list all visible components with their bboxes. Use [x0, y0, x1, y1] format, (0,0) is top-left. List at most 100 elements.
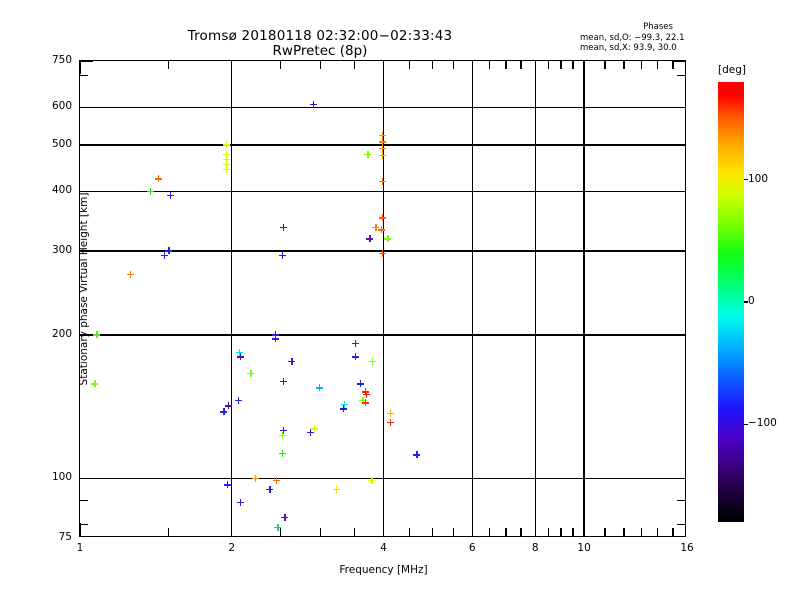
y-axis-tick [80, 499, 88, 501]
data-point [266, 485, 274, 493]
y-tick-label: 500 [51, 137, 72, 150]
y-tick-label: 300 [51, 243, 72, 256]
data-point [278, 251, 286, 259]
data-point [160, 251, 168, 259]
data-point [339, 405, 347, 413]
data-point [271, 335, 279, 343]
data-point [340, 400, 348, 408]
data-point [234, 396, 242, 404]
x-axis-tick [279, 528, 282, 536]
y-axis-label: Stationary phase Virtual Height [km] [78, 192, 90, 386]
x-axis-tick [279, 61, 282, 69]
gridline-vertical [534, 61, 536, 536]
x-axis-tick [623, 528, 625, 536]
y-tick-label: 750 [51, 54, 72, 66]
x-axis-major-tick [80, 523, 81, 536]
x-axis-tick [547, 528, 550, 536]
page-title: Tromsø 20180118 02:32:00−02:33:43 [187, 28, 453, 44]
data-point [368, 357, 376, 365]
data-point [278, 449, 286, 457]
x-axis-tick [168, 61, 170, 69]
x-axis-label: Frequency [MHz] [339, 564, 428, 576]
y-axis-major-tick [672, 190, 685, 192]
x-tick-label: 8 [531, 542, 539, 554]
x-axis-tick [505, 528, 507, 536]
data-point [332, 485, 340, 493]
phase-stats-x-mode: mean, sd,X: 93.9, 30.0 [580, 43, 677, 53]
data-point [356, 380, 364, 388]
x-axis-tick [431, 61, 434, 69]
x-axis-tick [604, 61, 606, 69]
x-axis-tick [489, 61, 491, 69]
colorbar-tick-mark [744, 423, 748, 425]
gridline-horizontal [80, 477, 685, 480]
x-axis-major-tick [471, 61, 473, 74]
data-point [359, 396, 367, 404]
y-axis-major-tick [672, 250, 685, 252]
gridline-vertical [583, 61, 585, 536]
y-axis-major-tick [672, 334, 685, 336]
x-axis-major-tick [231, 61, 233, 74]
x-axis-major-tick [534, 523, 536, 536]
x-axis-tick [623, 61, 625, 69]
y-axis-tick [677, 499, 685, 501]
data-point [222, 161, 230, 169]
gridline-vertical [471, 61, 473, 536]
data-point [362, 390, 370, 398]
x-axis-tick [640, 528, 643, 536]
y-axis-major-tick [672, 106, 685, 108]
x-axis-major-tick [80, 61, 81, 74]
y-axis-tick [677, 74, 685, 76]
x-axis-tick [547, 61, 550, 69]
data-point [223, 481, 231, 489]
x-axis-tick [408, 528, 410, 536]
data-point [222, 166, 230, 174]
x-axis-tick [452, 61, 454, 69]
data-point [315, 384, 323, 392]
x-axis-major-tick [471, 523, 473, 536]
data-point [361, 388, 369, 396]
x-axis-tick [572, 528, 574, 536]
y-axis-major-tick [80, 477, 93, 480]
y-axis-major-tick [80, 106, 93, 108]
colorbar: [deg] 100 0 −100 [718, 64, 777, 522]
x-axis-major-tick [382, 523, 385, 536]
data-point [306, 428, 314, 436]
x-tick-label: 4 [380, 542, 387, 554]
data-point [220, 408, 228, 416]
plot-data-area [80, 61, 685, 536]
phase-stats-o-mode: mean, sd,O: −99.3, 22.1 [580, 32, 685, 43]
data-point [278, 432, 286, 440]
x-axis-tick [640, 61, 643, 69]
data-point [281, 513, 289, 521]
data-point [236, 353, 244, 361]
x-axis-tick [319, 528, 322, 536]
y-tick-label: 400 [51, 184, 72, 197]
x-axis-major-tick [583, 523, 585, 536]
data-point [279, 427, 287, 435]
data-point [364, 150, 372, 158]
page-subtitle: RwPretec (8p) [272, 43, 368, 59]
x-axis-tick [560, 528, 562, 536]
phase-stats-heading: Phases [643, 22, 673, 32]
x-tick-label: 2 [228, 542, 236, 554]
y-axis-major-tick [80, 250, 93, 252]
colorbar-gradient [718, 82, 744, 522]
data-point [352, 353, 359, 361]
data-point [235, 348, 243, 356]
x-axis-tick [353, 528, 355, 536]
data-point [279, 377, 287, 385]
data-point [279, 223, 287, 231]
plot-frame: Stationary phase Virtual Height [km] Fre… [52, 54, 694, 576]
gridline-vertical [382, 61, 385, 536]
colorbar-tick-label: −100 [748, 417, 777, 430]
y-tick-label: 75 [58, 531, 72, 543]
x-axis-major-tick [583, 61, 585, 74]
x-axis-tick [572, 61, 574, 69]
x-axis-tick [672, 528, 674, 536]
y-tick-label: 100 [51, 471, 72, 484]
x-axis-tick [520, 528, 522, 536]
gridline-horizontal [80, 190, 685, 192]
y-axis-major-tick [672, 61, 685, 62]
